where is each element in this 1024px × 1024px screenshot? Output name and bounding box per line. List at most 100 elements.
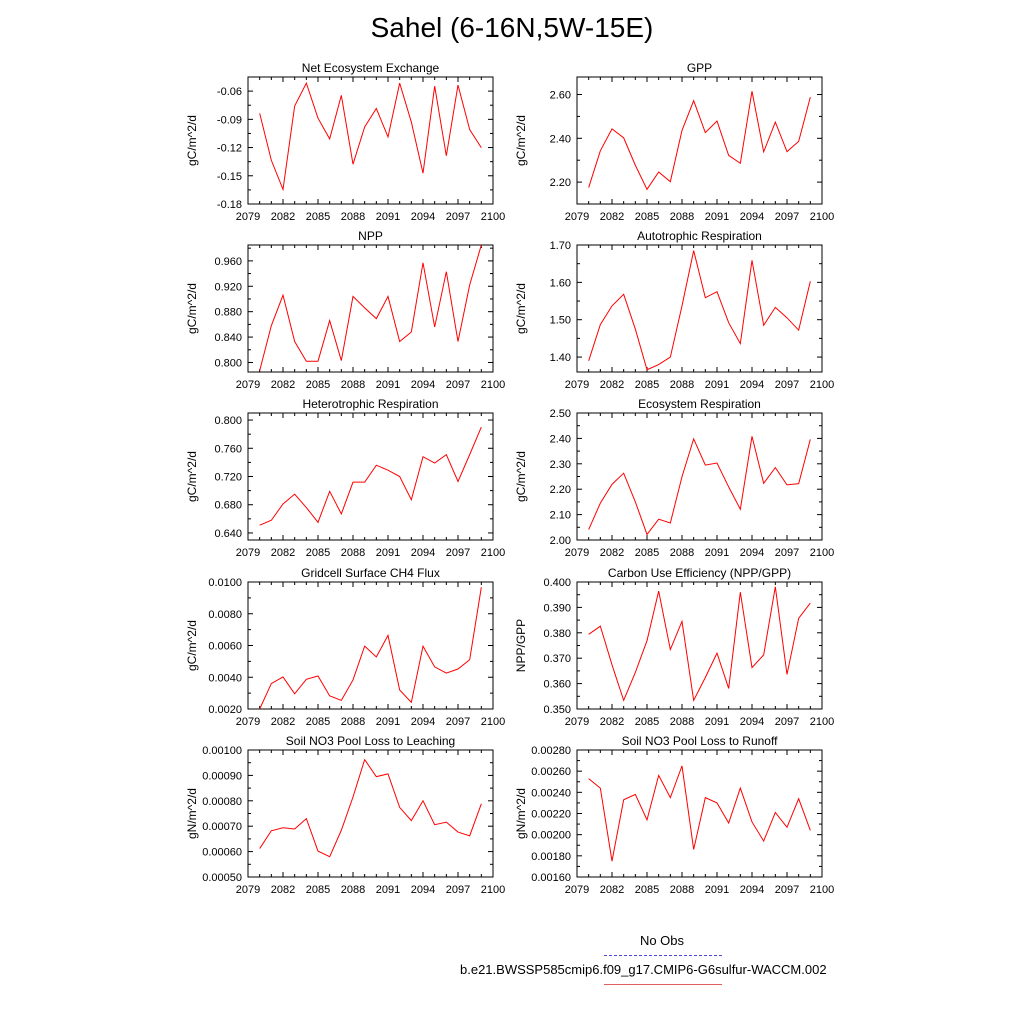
- chart-carbon-use-efficiency-npp-gpp-xtick-label: 2085: [635, 716, 659, 728]
- chart-ecosystem-respiration-xtick-label: 2085: [635, 547, 659, 559]
- chart-carbon-use-efficiency-npp-gpp-ylabel: NPP/GPP: [514, 619, 528, 672]
- chart-gpp-xtick-label: 2088: [670, 211, 694, 223]
- chart-soil-no3-pool-loss-to-runoff-series-line: [588, 765, 811, 862]
- chart-npp-xtick-label: 2091: [376, 379, 400, 391]
- chart-net-ecosystem-exchange-xtick-label: 2097: [446, 211, 470, 223]
- chart-soil-no3-pool-loss-to-runoff-xtick-label: 2091: [705, 884, 729, 896]
- chart-npp-ytick-label: 0.920: [214, 281, 242, 293]
- chart-gpp-xtick-label: 2097: [775, 211, 799, 223]
- chart-gpp-xtick-label: 2082: [600, 211, 624, 223]
- chart-gpp-ytick-label: 2.20: [550, 177, 571, 189]
- chart-ecosystem-respiration-ytick-label: 2.50: [550, 408, 571, 420]
- chart-npp-ytick-label: 0.960: [214, 256, 242, 268]
- chart-net-ecosystem-exchange-xtick-label: 2082: [271, 211, 295, 223]
- chart-gridcell-surface-ch4-flux-ytick-label: 0.0020: [208, 704, 242, 716]
- chart-autotrophic-respiration-frame: [576, 244, 823, 373]
- chart-npp-frame: [247, 244, 494, 373]
- chart-net-ecosystem-exchange-ytick-label: -0.15: [217, 171, 242, 183]
- chart-npp-series-line: [259, 244, 482, 371]
- chart-soil-no3-pool-loss-to-leaching-ytick-label: 0.00060: [202, 847, 242, 859]
- chart-soil-no3-pool-loss-to-leaching-xtick-label: 2091: [376, 884, 400, 896]
- chart-npp: NPP 2079 2082 2085 2088 2091 2094 2097 2100 0.800…: [185, 229, 505, 391]
- chart-gpp-title: GPP: [687, 61, 712, 75]
- chart-gpp-ylabel: gC/m^2/d: [514, 115, 528, 166]
- chart-autotrophic-respiration-xtick-label: 2088: [670, 379, 694, 391]
- chart-gridcell-surface-ch4-flux-xtick-label: 2094: [411, 716, 435, 728]
- chart-ecosystem-respiration-frame: [576, 412, 823, 541]
- chart-carbon-use-efficiency-npp-gpp-ytick-label: 0.380: [543, 628, 571, 640]
- chart-gridcell-surface-ch4-flux-ytick-label: 0.0100: [208, 577, 242, 589]
- chart-autotrophic-respiration-series-line: [588, 250, 811, 371]
- chart-carbon-use-efficiency-npp-gpp-xtick-label: 2079: [565, 716, 589, 728]
- chart-soil-no3-pool-loss-to-runoff-ytick-label: 0.00200: [531, 830, 571, 842]
- chart-soil-no3-pool-loss-to-runoff-ylabel: gN/m^2/d: [514, 788, 528, 839]
- chart-soil-no3-pool-loss-to-runoff-ytick-label: 0.00220: [531, 809, 571, 821]
- chart-net-ecosystem-exchange-ytick-label: -0.12: [217, 143, 242, 155]
- chart-carbon-use-efficiency-npp-gpp-xtick-label: 2100: [810, 716, 834, 728]
- chart-ecosystem-respiration-xtick-label: 2088: [670, 547, 694, 559]
- chart-npp-xtick-label: 2082: [271, 379, 295, 391]
- chart-net-ecosystem-exchange-frame: [247, 76, 494, 205]
- chart-net-ecosystem-exchange-xtick-label: 2088: [341, 211, 365, 223]
- chart-net-ecosystem-exchange-ylabel: gC/m^2/d: [185, 115, 199, 166]
- chart-autotrophic-respiration-xtick-label: 2097: [775, 379, 799, 391]
- chart-gridcell-surface-ch4-flux-series-line: [259, 587, 482, 710]
- chart-carbon-use-efficiency-npp-gpp-xtick-label: 2094: [740, 716, 764, 728]
- chart-soil-no3-pool-loss-to-leaching-frame: [247, 749, 494, 878]
- chart-autotrophic-respiration: Autotrophic Respiration 2079 2082 2085 2088 2…: [514, 229, 834, 391]
- chart-gpp-series-line: [588, 91, 811, 191]
- chart-gridcell-surface-ch4-flux-title: Gridcell Surface CH4 Flux: [301, 566, 440, 580]
- chart-heterotrophic-respiration-xtick-label: 2100: [481, 547, 505, 559]
- chart-heterotrophic-respiration-ytick-label: 0.680: [214, 500, 242, 512]
- chart-npp-xtick-label: 2094: [411, 379, 435, 391]
- chart-soil-no3-pool-loss-to-runoff-xtick-label: 2079: [565, 884, 589, 896]
- chart-gpp-ytick-label: 2.40: [550, 133, 571, 145]
- chart-heterotrophic-respiration-xtick-label: 2079: [236, 547, 260, 559]
- chart-ecosystem-respiration-ytick-label: 2.10: [550, 510, 571, 522]
- chart-net-ecosystem-exchange-xtick-label: 2079: [236, 211, 260, 223]
- chart-carbon-use-efficiency-npp-gpp-series-line: [588, 586, 811, 702]
- chart-ecosystem-respiration-xtick-label: 2097: [775, 547, 799, 559]
- chart-net-ecosystem-exchange-ytick-label: -0.18: [217, 199, 242, 211]
- chart-carbon-use-efficiency-npp-gpp-ytick-label: 0.350: [543, 704, 571, 716]
- chart-soil-no3-pool-loss-to-leaching-ytick-label: 0.00100: [202, 745, 242, 757]
- chart-carbon-use-efficiency-npp-gpp-xtick-label: 2097: [775, 716, 799, 728]
- chart-gpp-xtick-label: 2085: [635, 211, 659, 223]
- chart-ecosystem-respiration: Ecosystem Respiration 2079 2082 2085 2088 209…: [514, 397, 834, 559]
- chart-carbon-use-efficiency-npp-gpp-xtick-label: 2091: [705, 716, 729, 728]
- chart-npp-xtick-label: 2097: [446, 379, 470, 391]
- chart-heterotrophic-respiration-ytick-label: 0.720: [214, 472, 242, 484]
- chart-autotrophic-respiration-xtick-label: 2100: [810, 379, 834, 391]
- chart-net-ecosystem-exchange-title: Net Ecosystem Exchange: [302, 61, 440, 75]
- chart-gpp-frame: [576, 76, 823, 205]
- chart-ecosystem-respiration-ytick-label: 2.00: [550, 535, 571, 547]
- chart-gridcell-surface-ch4-flux-xtick-label: 2085: [306, 716, 330, 728]
- chart-net-ecosystem-exchange-ytick-label: -0.09: [217, 114, 242, 126]
- chart-heterotrophic-respiration: Heterotrophic Respiration 2079 2082 2085 208…: [185, 397, 505, 559]
- chart-soil-no3-pool-loss-to-runoff-title: Soil NO3 Pool Loss to Runoff: [622, 734, 779, 748]
- chart-carbon-use-efficiency-npp-gpp-title: Carbon Use Efficiency (NPP/GPP): [608, 566, 791, 580]
- chart-net-ecosystem-exchange-ytick-label: -0.06: [217, 86, 242, 98]
- chart-soil-no3-pool-loss-to-leaching-series-line: [259, 758, 482, 858]
- chart-ecosystem-respiration-title: Ecosystem Respiration: [638, 397, 761, 411]
- chart-carbon-use-efficiency-npp-gpp-ytick-label: 0.390: [543, 602, 571, 614]
- chart-npp-ytick-label: 0.840: [214, 332, 242, 344]
- chart-gridcell-surface-ch4-flux-xtick-label: 2097: [446, 716, 470, 728]
- chart-autotrophic-respiration-ytick-label: 1.50: [550, 315, 571, 327]
- chart-autotrophic-respiration-xtick-label: 2079: [565, 379, 589, 391]
- chart-soil-no3-pool-loss-to-runoff: Soil NO3 Pool Loss to Runoff 2079 2082 2085…: [514, 734, 834, 896]
- chart-ecosystem-respiration-xtick-label: 2100: [810, 547, 834, 559]
- chart-npp-ylabel: gC/m^2/d: [185, 283, 199, 334]
- chart-ecosystem-respiration-xtick-label: 2082: [600, 547, 624, 559]
- chart-gridcell-surface-ch4-flux-ylabel: gC/m^2/d: [185, 620, 199, 671]
- chart-ecosystem-respiration-series-line: [588, 436, 811, 536]
- chart-ecosystem-respiration-xtick-label: 2079: [565, 547, 589, 559]
- chart-autotrophic-respiration-ytick-label: 1.70: [550, 240, 571, 252]
- chart-heterotrophic-respiration-xtick-label: 2094: [411, 547, 435, 559]
- chart-soil-no3-pool-loss-to-leaching-xtick-label: 2097: [446, 884, 470, 896]
- chart-autotrophic-respiration-xtick-label: 2094: [740, 379, 764, 391]
- chart-carbon-use-efficiency-npp-gpp-ytick-label: 0.360: [543, 679, 571, 691]
- chart-heterotrophic-respiration-ylabel: gC/m^2/d: [185, 451, 199, 502]
- chart-gridcell-surface-ch4-flux-ytick-label: 0.0060: [208, 641, 242, 653]
- chart-npp-xtick-label: 2079: [236, 379, 260, 391]
